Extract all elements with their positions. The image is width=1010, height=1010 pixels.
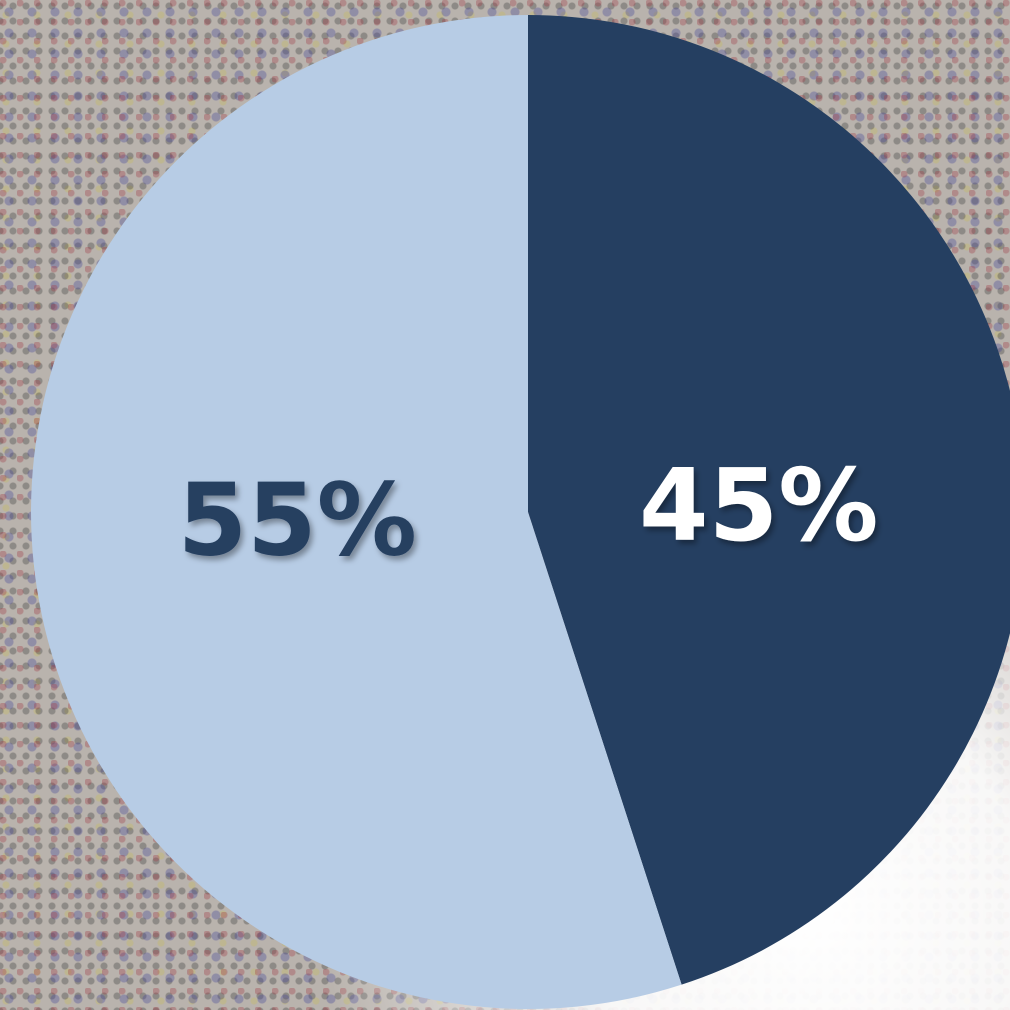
pie-slice bbox=[528, 15, 1010, 985]
slice-label: 55% bbox=[178, 462, 417, 579]
pie-slice bbox=[30, 15, 682, 1009]
slice-label: 45% bbox=[639, 447, 878, 564]
